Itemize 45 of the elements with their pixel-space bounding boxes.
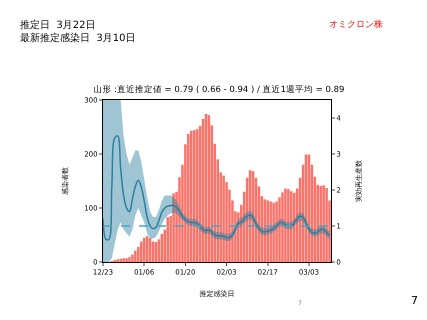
bar — [148, 238, 152, 262]
bar — [172, 193, 175, 262]
bar — [248, 170, 252, 262]
text: 最新推定感染日 3月10日 — [20, 32, 136, 44]
bar — [116, 259, 119, 262]
bar — [292, 192, 296, 262]
bar — [308, 154, 310, 262]
bar — [125, 258, 128, 262]
bar — [154, 242, 158, 262]
bar — [142, 238, 146, 262]
bar — [204, 114, 208, 262]
bar — [287, 189, 290, 262]
bar — [192, 130, 196, 262]
text: オミクロン株 — [329, 19, 383, 30]
bar — [131, 254, 134, 262]
chart-title: 山形 :直近推定値 = 0.79 ( 0.66 - 0.94 ) / 直近1週平均 = 0.89 — [93, 84, 344, 95]
bar — [322, 185, 325, 262]
bar — [190, 130, 193, 262]
text: 推定日 3月22日 — [20, 19, 96, 31]
line-series — [103, 135, 330, 241]
bar — [122, 258, 125, 262]
bar — [252, 171, 254, 262]
bar — [128, 257, 131, 262]
bar — [325, 188, 328, 262]
bar — [134, 250, 137, 262]
text: 7 — [411, 294, 418, 307]
bar — [284, 188, 287, 262]
bar — [140, 241, 142, 262]
bar — [146, 236, 148, 262]
bar — [290, 191, 293, 262]
bar — [264, 199, 266, 262]
bar — [269, 202, 272, 262]
bar — [160, 234, 164, 262]
bar — [272, 202, 275, 262]
bar — [319, 186, 322, 262]
bar — [152, 241, 154, 262]
bar — [166, 217, 169, 262]
bar — [119, 258, 122, 262]
bar — [187, 134, 190, 262]
bar — [208, 115, 210, 262]
bar — [304, 154, 308, 262]
bar — [196, 129, 198, 262]
bar — [281, 192, 284, 262]
bar — [222, 176, 225, 262]
bar — [266, 200, 269, 262]
